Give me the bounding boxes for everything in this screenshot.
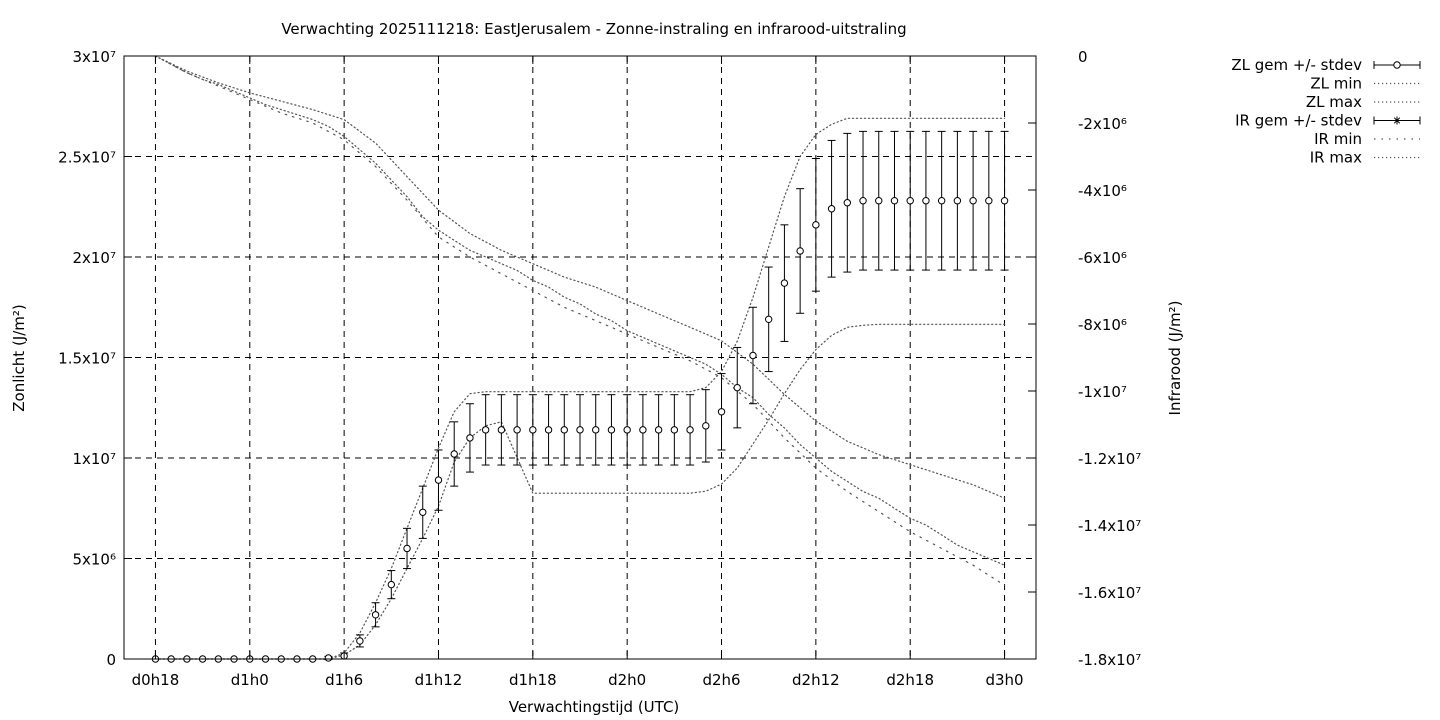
legend-label: ZL gem +/- stdev <box>1231 56 1362 74</box>
x-axis-label: Verwachtingstijd (UTC) <box>509 698 680 716</box>
y2-axis-label: Infrarood (J/m²) <box>1166 301 1184 416</box>
zl-mean-point <box>702 422 710 430</box>
zl-mean-point <box>466 434 474 442</box>
x-tick-label: d3h0 <box>985 671 1023 689</box>
y-axis-label: Zonlicht (J/m²) <box>10 304 28 412</box>
zl-mean-point <box>780 279 789 287</box>
zl-mean-point <box>890 197 899 205</box>
zl-mean-point <box>623 426 631 434</box>
zl-mean-point <box>560 426 568 434</box>
y-tick-label: 1.5x10⁷ <box>58 350 116 368</box>
series-marks <box>151 130 1009 663</box>
zl-mean-point <box>324 654 333 662</box>
chart-title: Verwachting 2025111218: EastJerusalem - … <box>281 20 906 38</box>
zl-mean-point <box>434 476 443 484</box>
y2-tick-label: -1.2x10⁷ <box>1078 450 1141 468</box>
legend-label: IR min <box>1314 130 1362 148</box>
y-tick-label: 2.5x10⁷ <box>58 149 116 167</box>
zl-mean-point <box>859 197 867 205</box>
zl-mean-point <box>985 197 993 205</box>
zl-mean-point <box>749 351 757 360</box>
zl-mean-point <box>371 611 380 619</box>
x-tick-label: d0h18 <box>132 671 180 689</box>
zl-mean-point <box>812 221 820 229</box>
zl-mean-point <box>607 426 616 434</box>
legend-swatch-marker <box>1393 116 1401 125</box>
zl-min-line <box>154 323 1006 660</box>
x-tick-label: d2h18 <box>886 671 934 689</box>
zl-mean-point <box>796 247 804 255</box>
y2-tick-label: -1.8x10⁷ <box>1078 651 1141 669</box>
zl-mean-point <box>969 197 977 205</box>
y2-tick-label: -6x10⁶ <box>1078 249 1127 267</box>
zl-mean-point <box>387 580 396 589</box>
y-tick-label: 1x10⁷ <box>72 450 116 468</box>
y2-tick-label: -8x10⁶ <box>1078 316 1127 334</box>
x-tick-label: d2h12 <box>792 671 840 689</box>
y2-tick-label: -1.6x10⁷ <box>1078 584 1141 602</box>
axes: d0h18 d1h0 d1h6 d1h12 d1h18 d2h0 d2h6 d2h12 d2h1… <box>58 48 1141 689</box>
zl-mean-point <box>906 197 914 205</box>
grid <box>124 56 1036 659</box>
y-tick-label: 0 <box>106 651 116 669</box>
zl-mean-point <box>764 315 773 324</box>
ir-min-line <box>154 55 1006 586</box>
zl-mean-point <box>513 426 521 434</box>
y-tick-label: 2x10⁷ <box>72 249 116 267</box>
y2-tick-label: 0 <box>1078 48 1088 66</box>
ir-gem-+/--stdev-line <box>154 55 1006 566</box>
y2-tick-label: -2x10⁶ <box>1078 115 1127 133</box>
x-tick-label: d1h0 <box>231 671 269 689</box>
legend-label: ZL min <box>1310 75 1362 93</box>
legend-label: IR gem +/- stdev <box>1235 112 1362 130</box>
legend-swatch-marker <box>1393 61 1401 69</box>
x-tick-label: d2h0 <box>608 671 646 689</box>
zl-mean-point <box>922 197 930 205</box>
zl-mean-point <box>654 426 663 434</box>
zl-mean-point <box>450 450 458 458</box>
zl-mean-point <box>953 197 962 205</box>
series-lines <box>154 55 1006 660</box>
zl-mean-point <box>686 426 694 434</box>
zl-mean-point <box>733 383 741 392</box>
x-tick-label: d1h12 <box>415 671 463 689</box>
zl-max-line <box>154 117 1006 660</box>
y2-tick-label: -1.4x10⁷ <box>1078 517 1141 535</box>
zl-mean-point <box>1000 197 1009 205</box>
zl-mean-point <box>843 199 852 207</box>
legend-label: ZL max <box>1306 93 1362 111</box>
y2-tick-label: -4x10⁶ <box>1078 182 1127 200</box>
zl-mean-point <box>670 426 679 434</box>
zl-mean-point <box>875 197 883 205</box>
zl-mean-point <box>827 205 836 213</box>
zl-mean-point <box>639 426 647 434</box>
zl-mean-point <box>403 544 411 553</box>
zl-mean-point <box>592 426 600 434</box>
zl-mean-point <box>544 426 553 434</box>
zl-mean-point <box>576 426 584 434</box>
zl-mean-point <box>717 408 726 416</box>
zl-mean-point <box>356 637 364 645</box>
zl-mean-point <box>497 426 506 434</box>
zl-mean-point <box>529 426 537 434</box>
y2-tick-label: -1x10⁷ <box>1078 383 1127 401</box>
zl-mean-point <box>937 197 946 205</box>
y-tick-label: 5x10⁶ <box>72 551 116 569</box>
y-tick-label: 3x10⁷ <box>72 48 116 66</box>
x-tick-label: d1h18 <box>509 671 557 689</box>
x-tick-label: d2h6 <box>702 671 740 689</box>
legend-label: IR max <box>1310 149 1362 167</box>
zl-mean-point <box>481 426 490 434</box>
x-tick-label: d1h6 <box>325 671 363 689</box>
zl-mean-point <box>419 508 427 516</box>
